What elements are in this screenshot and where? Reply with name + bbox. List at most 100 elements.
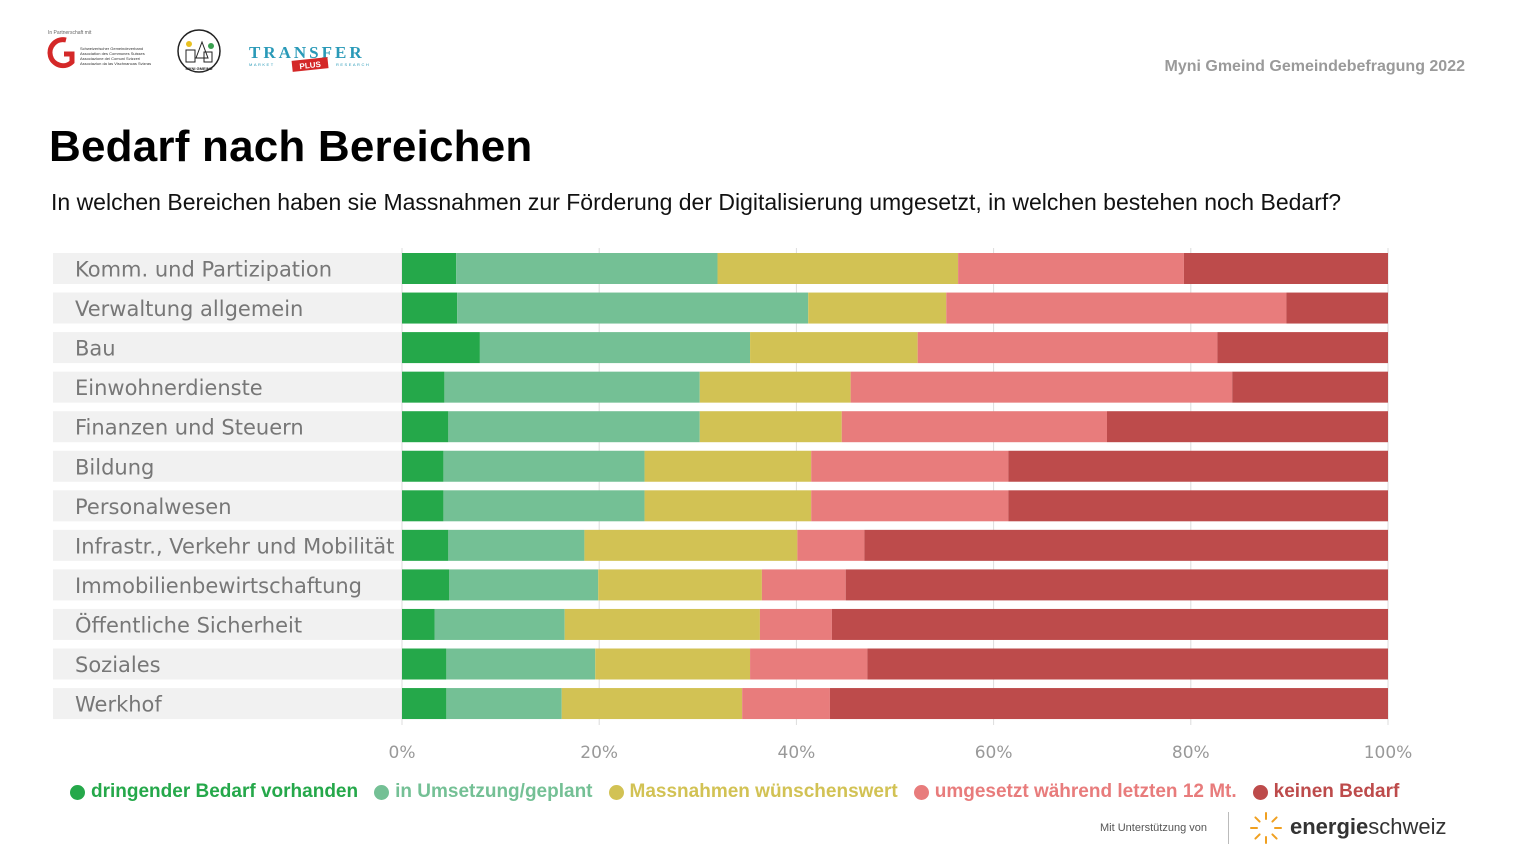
bar-segment: [402, 688, 447, 720]
category-label: Einwohnerdienste: [75, 376, 263, 400]
bar-segment: [1008, 450, 1388, 482]
bar-segment: [448, 411, 700, 443]
bar-segment: [446, 648, 596, 680]
transfer-plus-logo: TRANSFER MARKET PLUS RESEARCH: [249, 43, 370, 72]
bar-segment: [402, 371, 445, 403]
brand-regular: schweiz: [1368, 814, 1447, 839]
bar-segment: [402, 450, 444, 482]
category-label: Immobilienbewirtschaftung: [75, 574, 362, 598]
bar-segment: [1106, 411, 1388, 443]
chart-legend: dringender Bedarf vorhanden in Umsetzung/…: [70, 780, 1470, 804]
bar-segment: [750, 332, 918, 364]
bar-segment: [841, 411, 1107, 443]
category-band: [53, 371, 402, 403]
category-label: Soziales: [75, 653, 161, 677]
bar-segment: [811, 450, 1009, 482]
legend-item: keinen Bedarf: [1252, 780, 1400, 804]
sgv-line-3: Associazione dei Comuni Svizzeri: [80, 56, 140, 61]
bar-segment: [444, 371, 700, 403]
transfer-logo-right: RESEARCH: [336, 62, 370, 67]
bar-segment: [1232, 371, 1388, 403]
bar-segment: [917, 332, 1218, 364]
footer-divider: [1228, 812, 1229, 844]
bar-segment: [644, 450, 812, 482]
category-label: Personalwesen: [75, 495, 232, 519]
bar-segment: [1008, 490, 1388, 522]
bar-segment: [717, 253, 959, 284]
legend-label: umgesetzt während letzten 12 Mt.: [934, 781, 1237, 802]
bar-segment: [831, 608, 1388, 640]
bar-segment: [850, 371, 1233, 403]
bar-segment: [750, 648, 868, 680]
bar-segment: [742, 688, 830, 720]
energieschweiz-logo-text: energieschweiz: [1290, 814, 1447, 840]
transfer-logo-main: TRANSFER: [249, 43, 365, 62]
sgv-line-4: Associaziun da las Vischnancas Svizras: [80, 61, 151, 66]
bar-segment: [1183, 253, 1388, 284]
category-band: [53, 292, 402, 324]
legend-swatch: [608, 784, 624, 800]
legend-item: in Umsetzung/geplant: [374, 780, 593, 804]
legend-swatch: [70, 784, 85, 800]
bar-segment: [457, 292, 809, 324]
stacked-bar-chart: Komm. und Partizipation Verwaltung allgem…: [53, 248, 1412, 763]
bar-segment: [867, 648, 1388, 680]
x-tick-label: 20%: [580, 743, 618, 763]
legend-label: in Umsetzung/geplant: [395, 781, 593, 802]
bar-segment: [595, 648, 751, 680]
category-label: Bildung: [75, 455, 154, 479]
bar-segment: [456, 253, 718, 284]
category-band: [53, 529, 402, 561]
bar-segment: [443, 490, 645, 522]
legend-label: Massnahmen wünschenswert: [629, 781, 898, 802]
bar-segment: [864, 529, 1388, 561]
category-band: [53, 450, 402, 482]
bar-segment: [644, 490, 812, 522]
bar-segment: [402, 411, 449, 443]
bar-segment: [443, 450, 645, 482]
bar-segment: [402, 648, 447, 680]
legend-swatch: [913, 784, 929, 800]
legend-swatch: [1252, 784, 1268, 800]
bar-segment: [434, 608, 565, 640]
x-tick-label: 40%: [778, 743, 816, 763]
brand-bold: energie: [1290, 814, 1369, 839]
bar-segment: [402, 292, 458, 324]
bar-segment: [448, 529, 585, 561]
bar-segment: [449, 569, 599, 601]
sgv-logo: Schweizerischer Gemeindeverband Associat…: [47, 37, 151, 69]
transfer-logo-left: MARKET: [249, 62, 275, 67]
legend-item: dringender Bedarf vorhanden: [70, 780, 358, 804]
legend-label: keinen Bedarf: [1273, 781, 1400, 802]
bar-segment: [797, 529, 865, 561]
transfer-logo-badge: PLUS: [299, 60, 322, 71]
x-tick-label: 0%: [389, 743, 416, 763]
bar-segment: [699, 411, 842, 443]
category-band: [53, 688, 402, 720]
bar-segment: [808, 292, 947, 324]
bar-segment: [402, 332, 480, 364]
x-tick-label: 80%: [1172, 743, 1210, 763]
myni-logo-text: MYNI GMEIND: [185, 66, 212, 71]
page-title: Bedarf nach Bereichen: [49, 122, 533, 171]
legend-item: umgesetzt während letzten 12 Mt.: [913, 780, 1237, 804]
legend-item: Massnahmen wünschenswert: [608, 780, 898, 804]
bar-segment: [946, 292, 1287, 324]
category-label: Verwaltung allgemein: [75, 297, 303, 321]
partner-logos: In Partnerschaft mit Schweizerischer Gem…: [47, 29, 370, 73]
category-label: Infrastr., Verkehr und Mobilität: [75, 534, 394, 558]
bar-segment: [829, 688, 1388, 720]
category-label: Öffentliche Sicherheit: [75, 612, 302, 637]
bar-segment: [564, 608, 760, 640]
category-band: [53, 569, 402, 601]
bar-segment: [845, 569, 1388, 601]
legend-swatch: [374, 784, 390, 800]
partner-prefix: In Partnerschaft mit: [48, 30, 92, 36]
bar-segment: [446, 688, 562, 720]
bar-segment: [759, 608, 832, 640]
category-band: [53, 411, 402, 443]
category-band: [53, 490, 402, 522]
bar-segment: [958, 253, 1184, 284]
bar-segment: [479, 332, 751, 364]
category-label: Komm. und Partizipation: [75, 258, 332, 282]
